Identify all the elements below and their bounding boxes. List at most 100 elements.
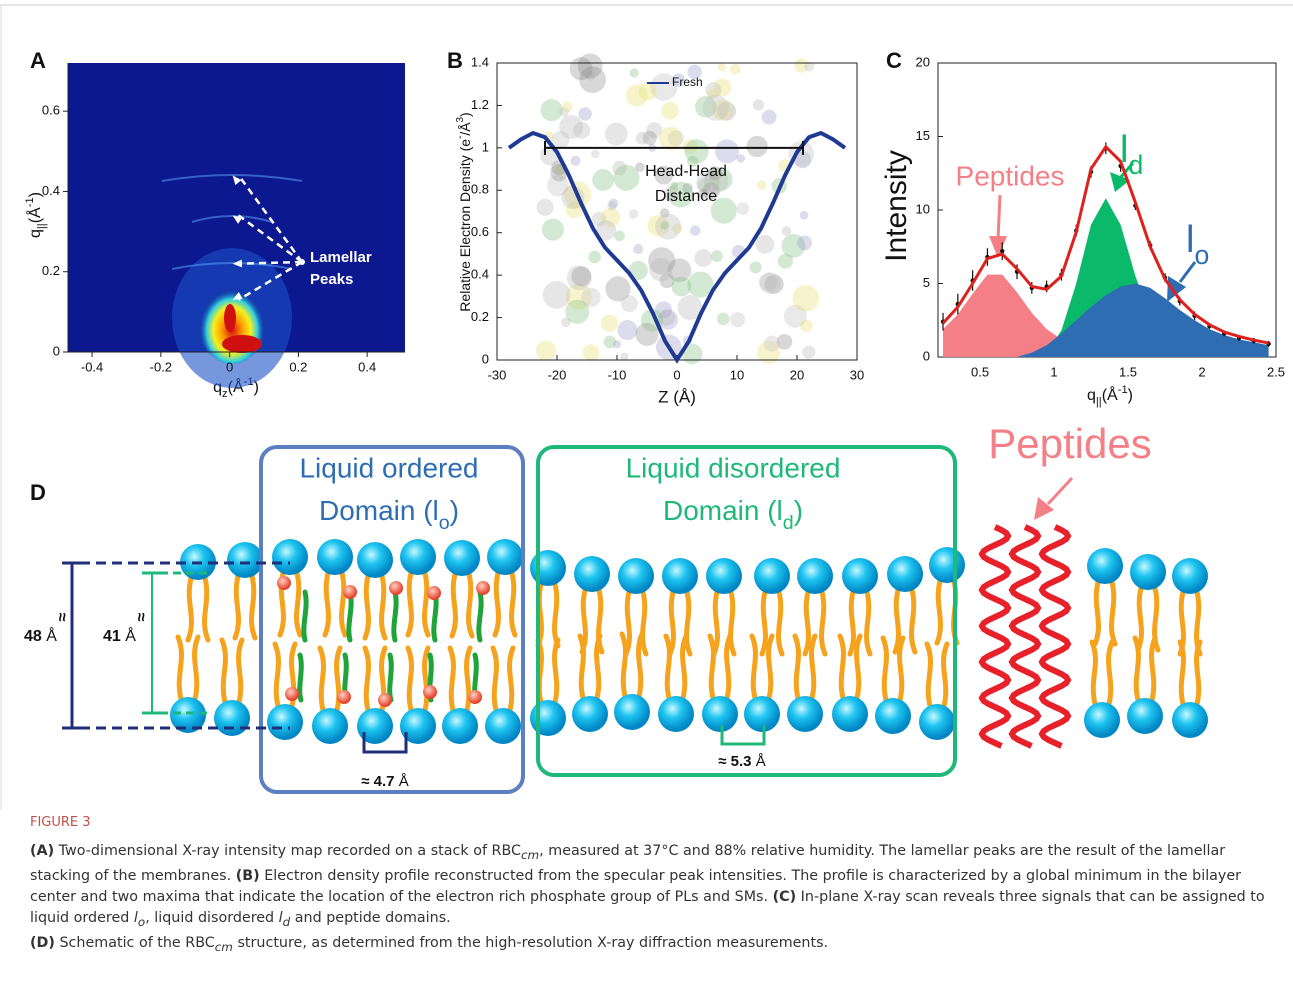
lipid-head <box>618 558 654 594</box>
phosphate <box>423 685 437 699</box>
label-part: ) <box>254 379 259 396</box>
md-atom <box>704 172 715 183</box>
md-atom <box>559 114 584 139</box>
md-atom <box>712 99 734 121</box>
x-tick-label: 0 <box>226 359 233 374</box>
lipid-tail <box>707 633 716 701</box>
md-atom <box>591 211 607 227</box>
md-atom <box>649 257 673 282</box>
lipid-head <box>787 696 823 732</box>
md-atom <box>781 226 792 236</box>
md-atom <box>667 130 684 147</box>
cholesterol <box>297 652 304 703</box>
label-part: (Å <box>25 207 44 223</box>
md-atom <box>687 64 702 80</box>
md-atom <box>570 155 581 166</box>
md-atom <box>654 165 674 185</box>
md-atom <box>671 73 686 87</box>
md-atom <box>566 265 592 291</box>
component-area <box>943 283 1269 357</box>
lipid-head <box>572 696 608 732</box>
md-atom <box>600 314 619 332</box>
md-atom <box>799 210 809 220</box>
lipid-tail <box>1177 639 1186 707</box>
md-atom <box>702 94 729 121</box>
label-part: d <box>1128 150 1143 180</box>
md-atom <box>689 225 701 236</box>
approx-sign: ≈ <box>53 613 70 622</box>
md-atom <box>667 258 692 283</box>
arrow-head <box>232 175 242 186</box>
md-atom <box>625 84 648 107</box>
lipid-tail <box>202 575 211 643</box>
intensity-red <box>222 335 262 353</box>
membrane <box>170 524 1208 749</box>
measure-label: 48 Å <box>24 626 57 645</box>
md-atom <box>617 320 638 341</box>
y-axis-label: Relative Electron Density (e-/Å3) <box>455 112 473 311</box>
lipid-tail <box>728 589 737 657</box>
lipid-tail <box>837 633 846 701</box>
md-atom <box>758 272 778 292</box>
legend-label: Fresh <box>672 75 703 89</box>
annotation-arrow <box>237 214 303 264</box>
lipid-head <box>1087 548 1123 584</box>
lipid-tail <box>809 633 818 701</box>
lipid-tail <box>219 637 228 705</box>
md-atom <box>687 271 714 298</box>
lipid-tail <box>934 578 943 646</box>
arrow-head <box>232 291 243 300</box>
lipid-tail <box>175 634 184 702</box>
md-atom <box>802 345 816 359</box>
lipid-tail <box>294 570 303 638</box>
x-tick-label: 1 <box>1050 364 1057 379</box>
md-atom <box>663 185 680 202</box>
caption-text: (D) Schematic of the RBCcm structure, as… <box>30 933 1275 958</box>
lipid-head <box>1130 554 1166 590</box>
md-atom <box>633 244 644 255</box>
md-atom <box>648 247 676 275</box>
lipid-tail <box>941 641 950 709</box>
md-atom <box>561 185 585 209</box>
plot-area <box>940 142 1271 357</box>
lipid-tail <box>552 581 561 649</box>
lipid-tail <box>684 589 693 657</box>
md-atom <box>561 317 571 328</box>
figure: A B C D qz(Å-1) q||(Å-1) Z (Å) Relative … <box>0 4 1293 810</box>
fit-line <box>941 144 1269 345</box>
measure-unit: Å <box>399 773 409 790</box>
y-tick-label: 0.8 <box>471 182 489 197</box>
lipid-tail <box>924 641 933 709</box>
lipid-tail <box>507 645 516 713</box>
lipid-head <box>574 556 610 592</box>
x-tick-label: -10 <box>608 367 627 382</box>
caption-part: l <box>133 909 138 926</box>
arrow-head <box>989 236 1007 258</box>
measure-value: 5.3 <box>731 753 752 770</box>
y-tick-label: 5 <box>923 275 930 290</box>
lipid-head <box>744 696 780 732</box>
data-point <box>1000 248 1005 254</box>
approx-sign: ≈ <box>361 773 369 790</box>
lipid-head <box>485 708 521 744</box>
lipid-tail <box>492 570 501 638</box>
y-tick-label: 0.2 <box>471 309 489 324</box>
md-atom <box>642 130 657 146</box>
lipid-tail <box>819 589 828 657</box>
panel-letter: A <box>30 48 46 73</box>
md-atom <box>635 322 659 346</box>
label-part: -1 <box>1118 384 1128 396</box>
lipid-tail <box>1092 579 1101 647</box>
measure-label: ≈ 5.3 Å <box>718 753 765 770</box>
md-atom <box>792 284 820 312</box>
label-part: /Å <box>457 122 473 136</box>
lipid-tail <box>334 645 343 713</box>
scatter-ring <box>171 262 293 270</box>
x-tick-label: -20 <box>548 367 567 382</box>
label-part: q <box>27 229 44 238</box>
arrow-head <box>232 259 242 268</box>
md-atom <box>535 340 557 361</box>
lipid-head <box>312 708 348 744</box>
md-atom <box>613 164 640 191</box>
